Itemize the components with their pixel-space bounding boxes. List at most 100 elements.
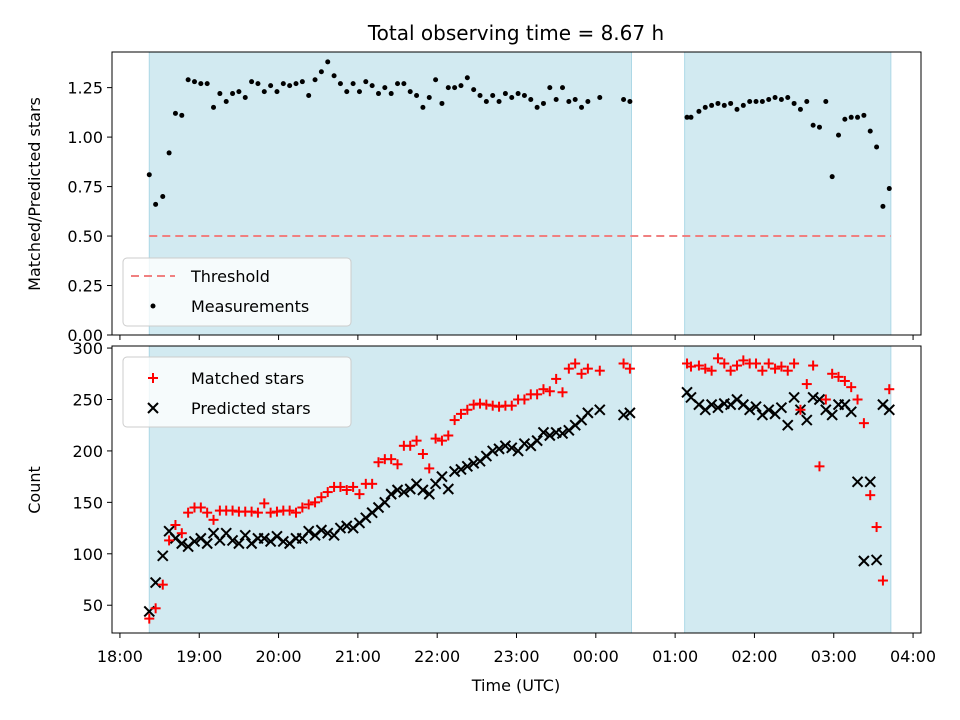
- measurement-point: [458, 83, 464, 89]
- measurement-point: [350, 81, 356, 87]
- ratio-legend: Threshold Measurements: [122, 257, 352, 327]
- matched-point: [763, 358, 774, 369]
- matched-point: [877, 575, 888, 586]
- predicted-point: [624, 407, 636, 419]
- predicted-point: [322, 527, 334, 539]
- matched-point: [846, 382, 857, 393]
- matched-point: [424, 463, 435, 474]
- matched-point: [776, 361, 787, 372]
- measurement-point: [395, 81, 401, 87]
- measurement-point: [597, 95, 603, 101]
- matched-point: [506, 400, 517, 411]
- matched-point: [373, 457, 384, 468]
- matched-point: [789, 358, 800, 369]
- measurement-point: [464, 75, 470, 81]
- predicted-point: [531, 434, 543, 447]
- y-tick-label: 300: [72, 339, 103, 358]
- measurement-point: [299, 79, 305, 85]
- measurement-point: [179, 112, 185, 118]
- measurement-point: [191, 79, 197, 85]
- matched-point: [341, 485, 352, 496]
- count-y-axis-label: Count: [25, 466, 44, 514]
- matched-point: [176, 528, 187, 539]
- measurement-point: [734, 106, 740, 112]
- matched-point: [738, 355, 749, 366]
- measurement-point: [369, 83, 375, 89]
- matched-point: [405, 440, 416, 451]
- matched-point: [227, 505, 238, 516]
- measurement-point: [804, 98, 810, 104]
- measurement-point: [185, 77, 191, 83]
- matched-point: [719, 358, 730, 369]
- matched-point: [150, 603, 161, 614]
- predicted-point: [864, 476, 876, 488]
- measurement-point: [293, 81, 299, 87]
- measurement-point: [344, 89, 350, 95]
- y-tick-label: 50: [83, 596, 103, 615]
- measurement-point: [540, 100, 546, 106]
- measurement-point: [312, 77, 318, 83]
- matched-point: [310, 497, 321, 508]
- measurement-point: [261, 89, 267, 95]
- measurement-point: [153, 201, 159, 207]
- measurement-point: [325, 59, 331, 65]
- measurement-point: [560, 85, 566, 91]
- predicted-point: [277, 535, 290, 548]
- measurement-point: [223, 98, 229, 104]
- predicted-point: [858, 555, 870, 567]
- matched-point: [563, 363, 574, 374]
- matched-point: [202, 507, 213, 518]
- matched-point: [706, 365, 717, 376]
- matched-point: [271, 506, 282, 517]
- measurement-point: [747, 98, 753, 104]
- matched-point: [770, 363, 781, 374]
- measurement-point: [566, 98, 572, 104]
- measurement-point: [230, 91, 236, 97]
- measurement-point: [715, 100, 721, 106]
- measurements-legend-label: Measurements: [191, 297, 309, 316]
- x-tick-label: 04:00: [890, 647, 936, 666]
- measurement-point: [420, 104, 426, 110]
- count-legend: Matched stars Predicted stars: [122, 356, 352, 428]
- y-tick-label: 0.75: [67, 178, 103, 197]
- matched-point: [820, 394, 831, 405]
- measurement-point: [696, 108, 702, 114]
- predicted-point: [883, 404, 895, 416]
- measurement-point: [471, 87, 477, 93]
- x-tick-label: 19:00: [176, 647, 222, 666]
- measurement-point: [160, 193, 166, 199]
- measurement-point: [621, 96, 627, 102]
- x-tick-label: 18:00: [97, 647, 143, 666]
- matched-point: [570, 358, 581, 369]
- matched-point: [348, 481, 359, 492]
- matched-point: [297, 502, 308, 513]
- measurement-point: [249, 79, 255, 85]
- measurement-point: [880, 203, 886, 209]
- matched-point: [712, 353, 723, 364]
- measurement-point: [414, 93, 420, 99]
- matched-point: [884, 384, 895, 395]
- predicted-legend-swatch: [147, 402, 159, 414]
- predicted-point: [582, 407, 594, 419]
- measurement-point: [721, 102, 727, 108]
- matched-point: [685, 361, 696, 372]
- measurement-point: [772, 95, 778, 101]
- matched-point: [700, 363, 711, 374]
- predicted-point: [442, 483, 454, 495]
- measurement-point: [445, 85, 451, 91]
- matched-point: [594, 365, 605, 376]
- predicted-point: [750, 400, 762, 413]
- predicted-point: [870, 554, 883, 566]
- measurement-point: [823, 98, 829, 104]
- measurement-point: [753, 98, 759, 104]
- measurement-point: [274, 89, 280, 95]
- matched-point: [544, 386, 555, 397]
- measurement-point: [204, 81, 210, 87]
- matched-point: [852, 394, 863, 405]
- predicted-point: [315, 524, 328, 536]
- predicted-point: [743, 404, 756, 416]
- measurement-point: [572, 96, 578, 102]
- predicted-point: [467, 457, 480, 469]
- matched-point: [532, 389, 543, 400]
- matched-point: [538, 384, 549, 395]
